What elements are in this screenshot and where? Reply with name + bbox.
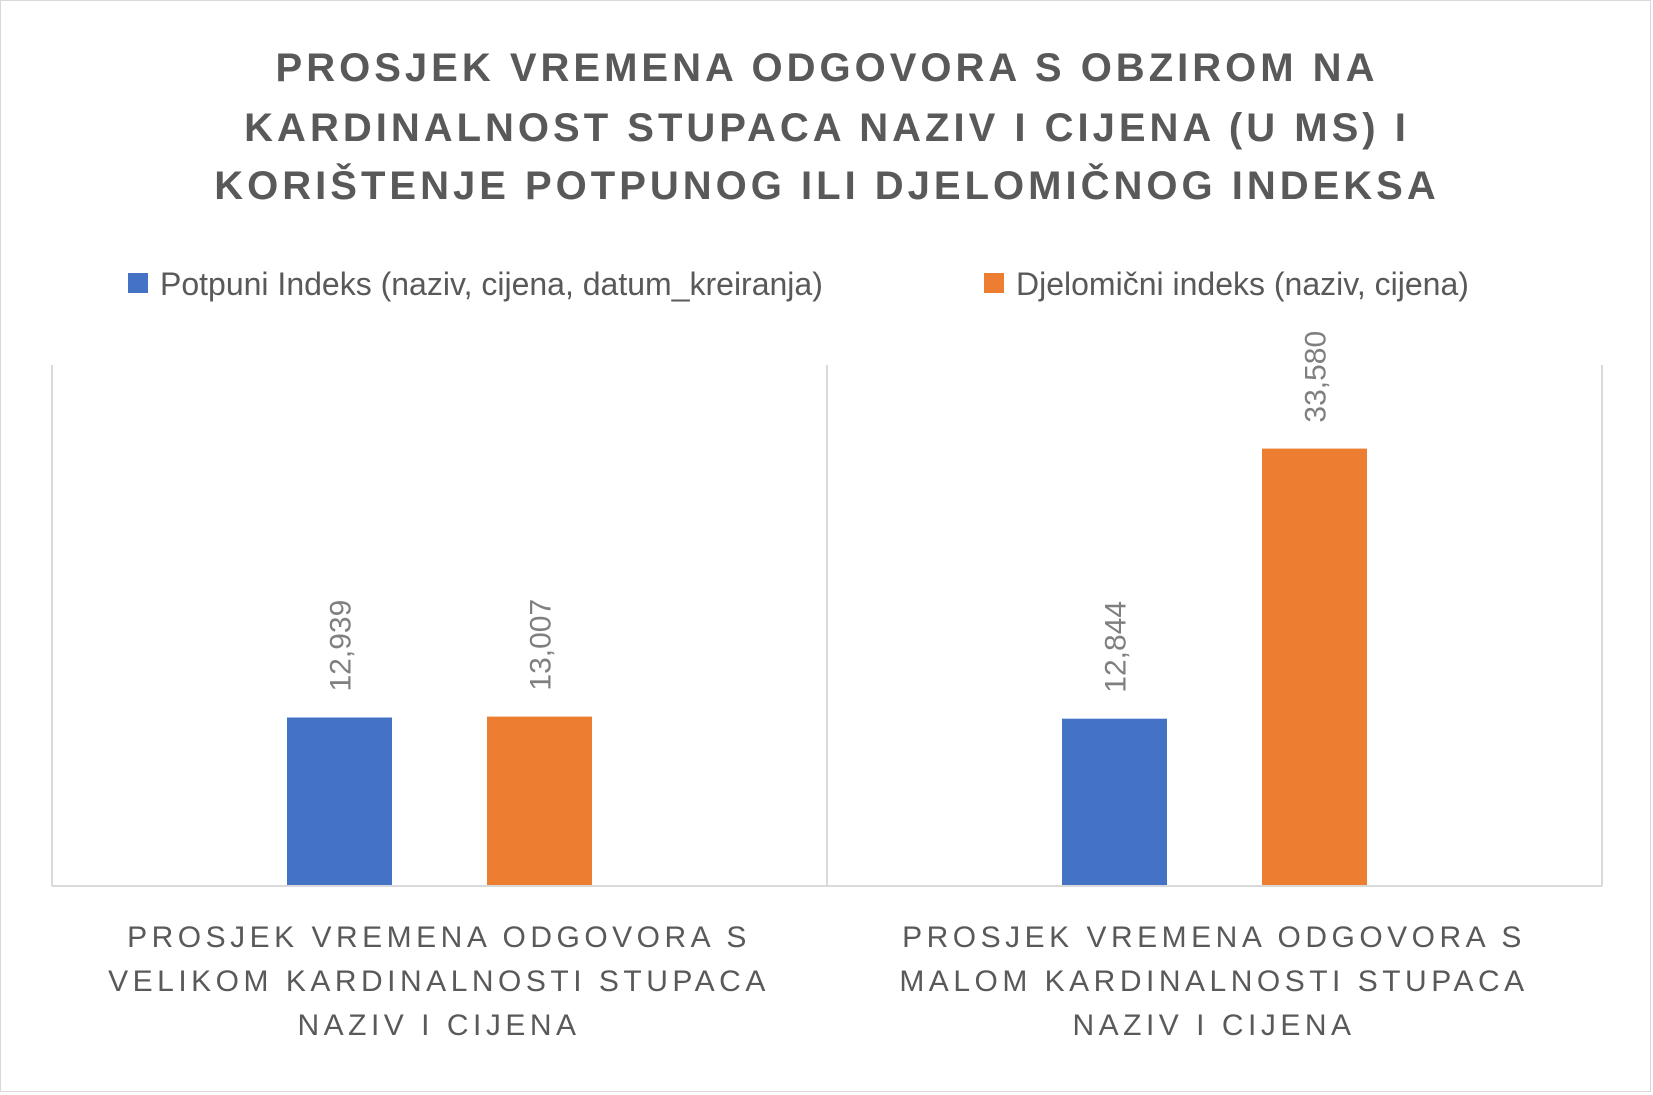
- category-2-label-line-2: MALOM KARDINALNOSTI STUPACA: [899, 965, 1528, 998]
- bars: [287, 448, 1367, 886]
- legend-swatch-djelomicni: [984, 273, 1004, 293]
- bar-series-1-category-1: [287, 717, 392, 886]
- bar-series-2-category-1: [487, 716, 592, 886]
- chart-title-line-1: PROSJEK VREMENA ODGOVORA S OBZIROM NA: [276, 46, 1379, 90]
- legend-swatch-potpuni: [128, 273, 148, 293]
- bar-series-2-category-2: [1262, 448, 1367, 886]
- category-1-label-line-2: VELIKOM KARDINALNOSTI STUPACA: [108, 965, 770, 998]
- legend-label-potpuni: Potpuni Indeks (naziv, cijena, datum_kre…: [160, 266, 823, 302]
- data-label-series-2-category-2: 33,580: [1300, 331, 1333, 423]
- category-2-label-line-3: NAZIV I CIJENA: [1072, 1009, 1355, 1042]
- chart-title: PROSJEK VREMENA ODGOVORA S OBZIROM NA KA…: [214, 46, 1439, 208]
- legend: Potpuni Indeks (naziv, cijena, datum_kre…: [128, 266, 1469, 302]
- data-labels: 12,939 12,844 13,007 33,580: [325, 331, 1333, 693]
- plot-area: 12,939 12,844 13,007 33,580: [51, 331, 1603, 887]
- chart-title-line-2: KARDINALNOST STUPACA NAZIV I CIJENA (U M…: [244, 106, 1410, 150]
- legend-label-djelomicni: Djelomični indeks (naziv, cijena): [1016, 266, 1469, 302]
- category-1-label-line-3: NAZIV I CIJENA: [297, 1009, 580, 1042]
- data-label-series-1-category-1: 12,939: [325, 600, 358, 692]
- bar-series-1-category-2: [1062, 718, 1167, 886]
- category-1-label-line-1: PROSJEK VREMENA ODGOVORA S: [127, 921, 751, 954]
- data-label-series-1-category-2: 12,844: [1100, 601, 1133, 693]
- chart-title-line-3: KORIŠTENJE POTPUNOG ILI DJELOMIČNOG INDE…: [214, 162, 1439, 208]
- category-labels: PROSJEK VREMENA ODGOVORA S VELIKOM KARDI…: [108, 921, 1528, 1042]
- data-label-series-2-category-1: 13,007: [525, 599, 558, 691]
- category-2-label-line-1: PROSJEK VREMENA ODGOVORA S: [902, 921, 1526, 954]
